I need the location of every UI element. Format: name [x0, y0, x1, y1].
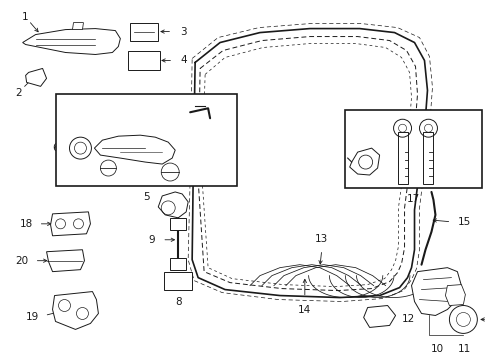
Polygon shape — [95, 135, 175, 164]
Bar — [397, 132, 408, 184]
Bar — [164, 272, 192, 289]
Text: 5: 5 — [143, 192, 149, 202]
Text: 17: 17 — [407, 194, 420, 204]
Text: 11: 11 — [457, 345, 471, 354]
Bar — [170, 258, 186, 270]
Text: 20: 20 — [16, 256, 28, 266]
Polygon shape — [445, 285, 466, 306]
Bar — [130, 23, 158, 41]
Text: 2: 2 — [15, 88, 22, 98]
Bar — [345, 110, 482, 188]
Text: 9: 9 — [148, 235, 155, 245]
Bar — [128, 50, 160, 71]
Text: 1: 1 — [21, 12, 28, 22]
Polygon shape — [47, 250, 84, 272]
Polygon shape — [52, 292, 98, 329]
Text: 3: 3 — [180, 27, 187, 37]
Bar — [170, 218, 186, 230]
Polygon shape — [50, 212, 91, 236]
Polygon shape — [427, 146, 447, 168]
Text: 13: 13 — [315, 234, 328, 244]
Polygon shape — [23, 28, 121, 54]
Text: 12: 12 — [401, 314, 415, 324]
Bar — [55, 94, 237, 186]
Text: 14: 14 — [298, 305, 312, 315]
Text: 16: 16 — [462, 153, 475, 163]
Text: 19: 19 — [25, 312, 39, 323]
Polygon shape — [412, 268, 462, 315]
Text: 18: 18 — [19, 219, 33, 229]
Text: 8: 8 — [175, 297, 181, 307]
Polygon shape — [25, 68, 47, 86]
Polygon shape — [350, 148, 380, 175]
Polygon shape — [364, 306, 395, 328]
Bar — [423, 132, 434, 184]
Text: 10: 10 — [431, 345, 444, 354]
Text: 7: 7 — [226, 107, 233, 117]
Text: 15: 15 — [457, 217, 471, 227]
Text: 4: 4 — [180, 55, 187, 66]
Polygon shape — [73, 23, 83, 30]
Text: 6: 6 — [52, 143, 58, 153]
Polygon shape — [158, 192, 188, 218]
